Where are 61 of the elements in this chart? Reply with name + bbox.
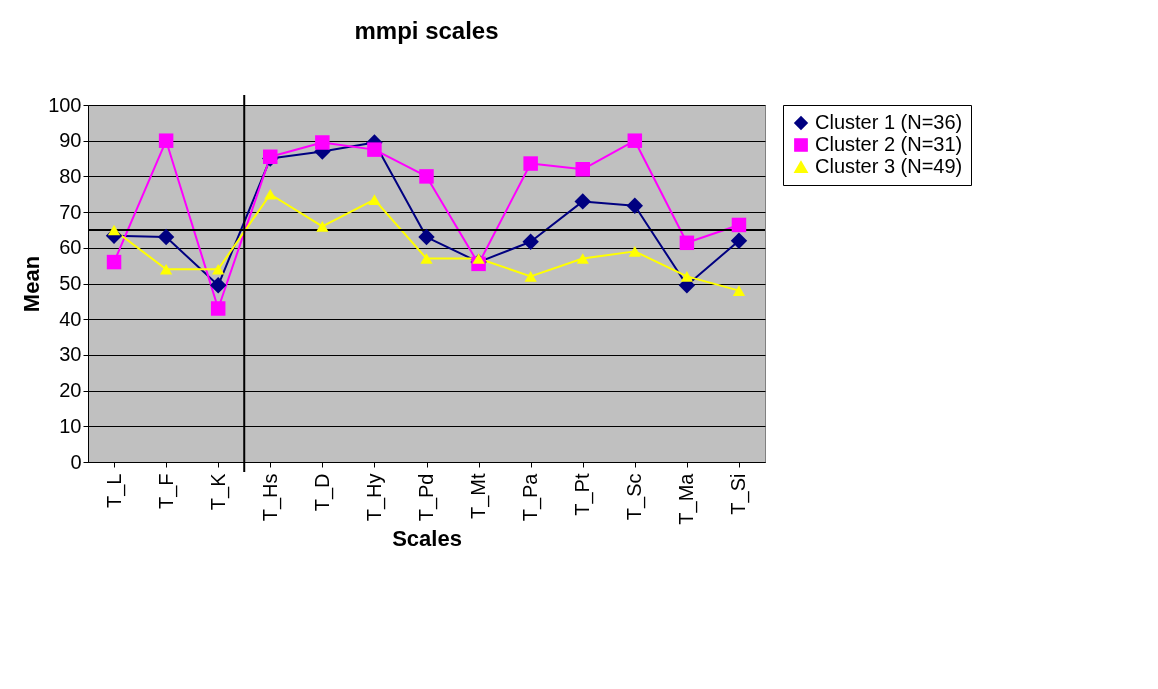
point <box>159 263 173 275</box>
x-tick-label: T_Pt <box>571 473 595 516</box>
point <box>523 156 538 171</box>
point <box>626 197 644 214</box>
x-tick-label: T_K <box>206 472 230 511</box>
y-tick-label: 60 <box>59 236 82 259</box>
point <box>627 133 643 148</box>
legend-label: Cluster 2 (N=31) <box>815 133 963 155</box>
point <box>419 169 434 184</box>
y-tick-label: 50 <box>59 272 82 294</box>
point <box>368 194 381 205</box>
x-tick-label: T_Ma <box>675 472 699 525</box>
point <box>420 253 433 264</box>
point <box>316 221 329 232</box>
y-tick-label: 30 <box>59 343 82 366</box>
legend-label: Cluster 1 (N=36) <box>815 111 963 133</box>
x-tick-label: T_Hy <box>362 473 386 522</box>
point <box>315 135 330 150</box>
point <box>264 188 277 200</box>
x-tick-label: T_Sc <box>623 473 647 521</box>
y-tick-label: 90 <box>59 129 82 152</box>
x-tick-label: T_D <box>310 473 334 512</box>
x-tick-label: T_Si <box>727 473 751 515</box>
chart-title: mmpi scales <box>354 17 499 44</box>
x-tick-label: T_Hs <box>258 473 282 522</box>
point <box>575 162 590 177</box>
y-axis-title: Mean <box>19 255 45 313</box>
point <box>680 271 694 282</box>
point <box>522 233 539 250</box>
point <box>576 253 589 264</box>
point <box>628 246 641 257</box>
point <box>210 301 226 316</box>
point <box>212 263 225 275</box>
point <box>106 254 122 270</box>
x-tick-label: T_L <box>102 473 126 508</box>
point <box>157 228 175 246</box>
point <box>107 224 121 236</box>
y-tick-label: 80 <box>59 164 82 187</box>
y-tick-label: 70 <box>59 200 82 223</box>
y-tick-label: 10 <box>59 414 82 437</box>
y-tick-label: 0 <box>70 450 82 473</box>
point <box>209 277 227 294</box>
x-tick-label: T_Mt <box>467 473 491 520</box>
point <box>158 133 174 148</box>
point <box>524 271 537 282</box>
point <box>418 228 435 246</box>
legend-label: Cluster 3 (N=49) <box>815 155 963 177</box>
point <box>574 193 591 210</box>
point <box>730 232 748 249</box>
point <box>367 142 382 157</box>
point <box>732 285 746 296</box>
point <box>679 235 695 251</box>
point <box>472 253 485 264</box>
x-tick-label: T_Pd <box>415 473 438 522</box>
y-tick-label: 40 <box>59 307 82 330</box>
y-tick-label: 20 <box>59 379 82 402</box>
x-tick-label: T_F <box>154 473 178 510</box>
x-axis-title: Scales <box>392 525 462 551</box>
x-tick-label: T_Pa <box>519 472 543 522</box>
point <box>731 217 747 233</box>
y-tick-label: 100 <box>48 93 82 116</box>
